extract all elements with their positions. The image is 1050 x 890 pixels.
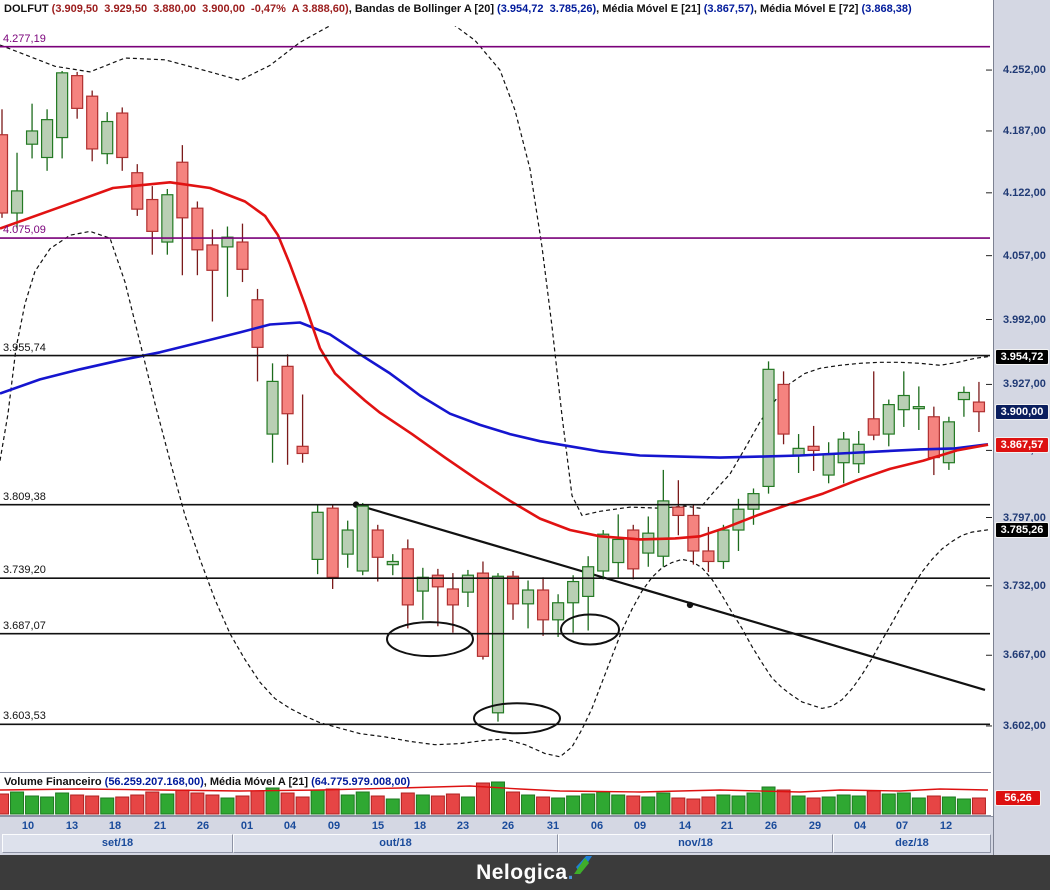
y-axis-label: 3.602,00 [1003, 719, 1046, 732]
x-axis-day-label[interactable]: 26 [501, 820, 515, 832]
x-axis-day-label[interactable]: 18 [108, 820, 122, 832]
header-segment: (3.909,50 3.929,50 3.880,00 3.900,00 -0,… [51, 3, 349, 15]
x-axis-month-cell[interactable]: nov/18 [558, 834, 833, 853]
instrument-indicator-header: DOLFUT (3.909,50 3.929,50 3.880,00 3.900… [4, 3, 912, 15]
header-segment: , [753, 3, 761, 15]
ema21-line [0, 181, 989, 541]
x-axis-day-label[interactable]: 04 [853, 820, 867, 832]
price-tag: 3.900,00 [995, 403, 1049, 420]
price-pane [0, 26, 989, 758]
header-segment: , [348, 3, 355, 15]
header-segment: Média Móvel A [21] [209, 776, 312, 788]
x-axis-day-label[interactable]: 01 [240, 820, 254, 832]
y-axis-label: 3.667,00 [1003, 649, 1046, 662]
bollinger-upper-band [0, 26, 989, 517]
bollinger-lower-band [0, 230, 989, 758]
x-axis-day-label[interactable]: 09 [633, 820, 647, 832]
x-axis-month-cell[interactable]: dez/18 [833, 834, 991, 853]
price-axis[interactable]: 4.252,00 4.187,00 4.122,00 4.057,00 3.992,00… [993, 0, 1050, 855]
x-axis-day-label[interactable]: 29 [808, 820, 822, 832]
nelogica-logo: Nelogica. [476, 856, 593, 885]
ema72-line [0, 321, 989, 459]
header-segment: (64.775.979.008,00) [311, 776, 411, 788]
price-tag: 3.867,57 [995, 436, 1049, 453]
price-volume-chart[interactable] [0, 0, 993, 855]
price-level-label: 3.955,74 [3, 341, 46, 354]
time-axis[interactable]: 10 13 18 21 26 01 04 09 15 18 23 26 31 06 09 14 21 26 29 04… [0, 816, 993, 856]
price-tag: 3.785,26 [995, 521, 1049, 538]
x-axis-day-label[interactable]: 26 [196, 820, 210, 832]
y-axis-label: 4.252,00 [1003, 64, 1046, 77]
x-axis-day-label[interactable]: 14 [678, 820, 692, 832]
volume-tag: 56,26 [995, 790, 1041, 806]
header-segment: (3.868,38) [861, 3, 912, 15]
y-axis-label: 3.797,00 [1003, 511, 1046, 524]
price-level-label: 4.075,09 [3, 224, 46, 237]
y-axis-label: 4.122,00 [1003, 186, 1046, 199]
header-segment: Média Móvel E [21] [602, 3, 704, 15]
volume-indicator-header: Volume Financeiro (56.259.207.168,00), M… [4, 776, 410, 788]
nelogica-zigzag-icon [574, 856, 593, 874]
y-axis-label: 3.992,00 [1003, 313, 1046, 326]
logo-text: Nelogica [476, 861, 568, 884]
x-axis-day-label[interactable]: 21 [720, 820, 734, 832]
x-axis-day-label[interactable]: 09 [327, 820, 341, 832]
x-axis-day-label[interactable]: 23 [456, 820, 470, 832]
annotation-ellipse [386, 621, 474, 658]
annotation-ellipse [560, 613, 620, 646]
x-axis-day-label[interactable]: 26 [764, 820, 778, 832]
header-segment: (3.867,57) [703, 3, 754, 15]
header-segment: DOLFUT [4, 3, 52, 15]
y-axis-label: 3.927,00 [1003, 378, 1046, 391]
volume-bars [0, 781, 986, 815]
x-axis-day-label[interactable]: 07 [895, 820, 909, 832]
x-axis-month-cell[interactable]: out/18 [233, 834, 558, 853]
annotation-ellipse [473, 702, 561, 735]
candles [0, 70, 986, 722]
x-axis-day-label[interactable]: 06 [590, 820, 604, 832]
price-level-label: 4.277,19 [3, 32, 46, 45]
price-level-label: 3.739,20 [3, 564, 46, 577]
x-axis-day-label[interactable]: 10 [21, 820, 35, 832]
header-segment: , [596, 3, 603, 15]
price-level-label: 3.687,07 [3, 619, 46, 632]
x-axis-day-label[interactable]: 21 [153, 820, 167, 832]
x-axis-day-label[interactable]: 04 [283, 820, 297, 832]
logo-dot: . [567, 861, 574, 884]
header-segment: Volume Financeiro [4, 776, 105, 788]
x-axis-day-label[interactable]: 15 [371, 820, 385, 832]
x-axis-day-label[interactable]: 18 [413, 820, 427, 832]
y-axis-label: 4.187,00 [1003, 124, 1046, 137]
header-segment: (3.954,72 3.785,26) [497, 3, 597, 15]
volume-ma-line [0, 785, 989, 793]
y-axis-label: 3.732,00 [1003, 579, 1046, 592]
descending-trendline [355, 503, 986, 691]
x-axis-day-label[interactable]: 31 [546, 820, 560, 832]
price-level-label: 3.809,38 [3, 490, 46, 503]
x-axis-day-label[interactable]: 13 [65, 820, 79, 832]
header-segment: (56.259.207.168,00) [104, 776, 204, 788]
header-segment: Bandas de Bollinger A [20] [354, 3, 498, 15]
x-axis-month-cell[interactable]: set/18 [2, 834, 233, 853]
header-segment: , [203, 776, 210, 788]
y-axis-label: 4.057,00 [1003, 249, 1046, 262]
price-level-label: 3.603,53 [3, 710, 46, 723]
header-segment: Média Móvel E [72] [760, 3, 862, 15]
bottom-brand-bar: Nelogica. [0, 855, 1050, 890]
x-axis-day-label[interactable]: 12 [939, 820, 953, 832]
trendline-anchor-dot [686, 601, 694, 609]
price-tag: 3.954,72 [995, 348, 1049, 365]
